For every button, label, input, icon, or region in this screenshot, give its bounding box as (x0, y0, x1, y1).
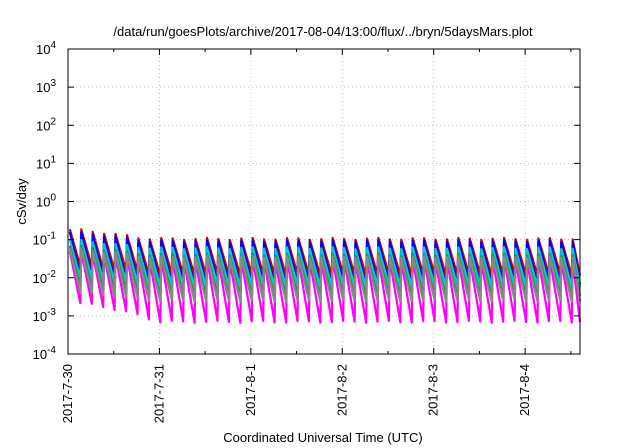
y-tick-label: 100 (36, 193, 56, 210)
y-axis-ticks: 10-4 10-3 10-2 10-1 100 101 102 103 104 (33, 40, 580, 362)
y-tick-label: 102 (36, 116, 56, 133)
series-line (68, 250, 582, 324)
x-tick-label: 2017-8-4 (517, 364, 532, 416)
series-line (68, 247, 582, 303)
x-tick-label: 2017-7-30 (60, 364, 75, 423)
y-tick-label: 10-3 (33, 307, 57, 324)
y-tick-label: 104 (36, 40, 56, 57)
x-axis-ticks: 2017-7-30 2017-7-31 2017-8-1 2017-8-2 2017-8… (60, 49, 572, 423)
x-tick-label: 2017-7-31 (151, 364, 166, 423)
y-tick-label: 103 (36, 78, 56, 95)
y-tick-label: 101 (36, 154, 56, 171)
x-axis-label: Coordinated Universal Time (UTC) (223, 430, 422, 445)
y-tick-label: 10-2 (33, 269, 57, 286)
series-group (68, 228, 582, 324)
chart-title: /data/run/goesPlots/archive/2017-08-04/1… (113, 24, 533, 39)
x-tick-label: 2017-8-2 (334, 364, 349, 416)
y-tick-label: 10-4 (33, 345, 57, 362)
x-tick-label: 2017-8-1 (243, 364, 258, 416)
y-tick-label: 10-1 (33, 231, 57, 248)
x-tick-label: 2017-8-3 (426, 364, 441, 416)
series-line (68, 238, 582, 289)
y-axis-label: cSv/day (14, 178, 29, 225)
